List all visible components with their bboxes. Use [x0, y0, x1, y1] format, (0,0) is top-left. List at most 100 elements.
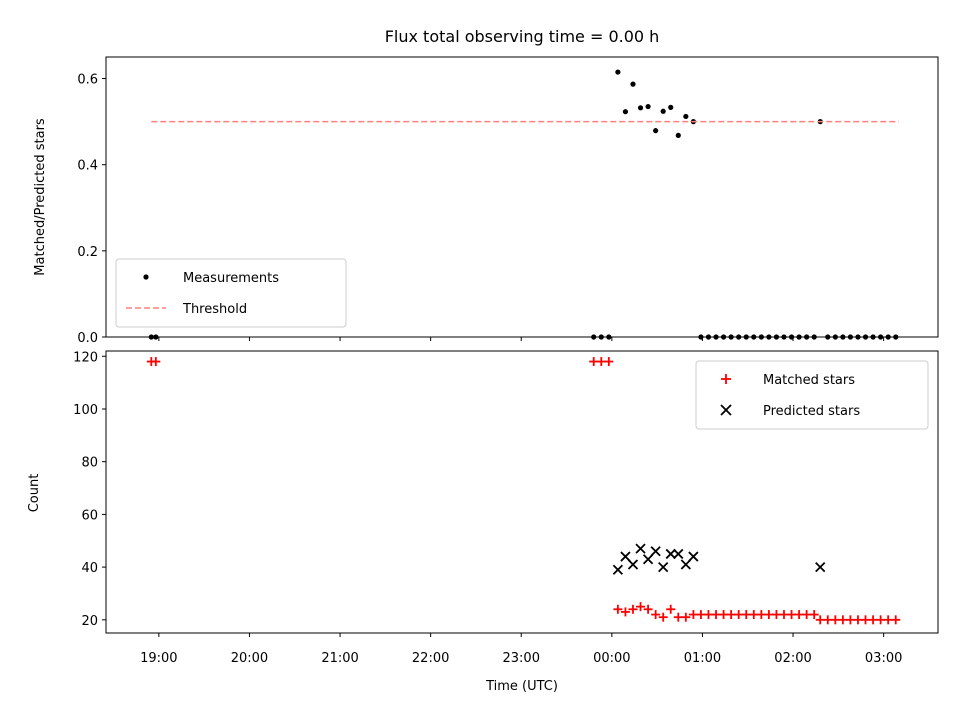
- x-tick-label: 01:00: [684, 651, 721, 666]
- measurement-point: [622, 109, 629, 115]
- matched-stars-marker: [876, 615, 886, 625]
- matched-stars-marker: [845, 615, 855, 625]
- predicted-stars-marker: [688, 551, 699, 562]
- x-tick-label: 02:00: [774, 651, 811, 666]
- matched-stars-marker: [830, 615, 840, 625]
- x-tick-label: 22:00: [412, 651, 449, 666]
- legend-x-icon: [720, 404, 732, 416]
- matched-stars-marker: [794, 610, 804, 620]
- matched-stars-marker: [620, 607, 630, 617]
- matched-stars-marker: [681, 612, 691, 622]
- matched-stars-marker: [151, 357, 161, 367]
- top-plot-area: 0.0 0.2 0.4 0.6 Measurements Threshold: [77, 56, 939, 346]
- matched-stars-marker: [771, 610, 781, 620]
- matched-stars-marker: [838, 615, 848, 625]
- chart-title: Flux total observing time = 0.00 h: [385, 27, 660, 46]
- matched-stars-marker: [636, 602, 646, 612]
- legend-plus-icon: [721, 374, 731, 384]
- matched-stars-marker: [787, 610, 797, 620]
- predicted-stars-marker: [680, 559, 691, 570]
- matched-stars-marker: [688, 610, 698, 620]
- predicted-stars-marker: [665, 548, 676, 560]
- predicted-stars-marker: [627, 559, 639, 570]
- matched-stars-marker: [666, 604, 676, 614]
- measurement-point: [645, 103, 651, 110]
- top-y-tick-label: 0.2: [77, 245, 98, 260]
- bottom-y-tick-label: 60: [81, 508, 98, 523]
- predicted-stars-marker: [815, 561, 826, 573]
- matched-stars-marker: [756, 610, 766, 620]
- matched-stars-marker: [613, 604, 623, 614]
- legend-label: Threshold: [182, 302, 247, 317]
- measurement-point: [683, 113, 689, 120]
- bottom-series-predicted-stars: [612, 543, 826, 575]
- x-tick-label: 19:00: [140, 651, 177, 666]
- matched-stars-marker: [719, 610, 729, 620]
- measurement-point: [630, 81, 636, 87]
- bottom-legend: Matched stars Predicted stars: [695, 360, 929, 430]
- matched-stars-marker: [861, 615, 871, 625]
- bottom-y-axis-label: Count: [27, 474, 42, 513]
- predicted-stars-marker: [620, 551, 631, 562]
- matched-stars-marker: [779, 610, 789, 620]
- top-legend: Measurements Threshold: [115, 258, 347, 328]
- matched-stars-marker: [809, 610, 819, 620]
- x-tick-label: 21:00: [321, 651, 358, 666]
- legend-dot-icon: [143, 274, 149, 280]
- measurement-point: [637, 105, 644, 111]
- matched-stars-marker: [628, 604, 638, 614]
- predicted-stars-marker: [635, 543, 646, 554]
- matched-stars-marker: [596, 357, 606, 367]
- legend-label: Predicted stars: [763, 404, 860, 419]
- predicted-stars-marker: [658, 561, 669, 573]
- matched-stars-marker: [815, 615, 825, 625]
- bottom-y-tick-label: 120: [73, 350, 98, 365]
- matched-stars-marker: [823, 615, 833, 625]
- matched-stars-marker: [853, 615, 863, 625]
- matched-stars-marker: [764, 610, 774, 620]
- bottom-y-tick-label: 80: [81, 456, 98, 471]
- matched-stars-marker: [891, 615, 901, 625]
- legend-label: Matched stars: [763, 373, 855, 388]
- x-tick-label: 03:00: [865, 651, 902, 666]
- top-y-tick-label: 0.6: [77, 73, 98, 88]
- matched-stars-marker: [643, 604, 653, 614]
- matched-stars-marker: [711, 610, 721, 620]
- predicted-stars-marker: [650, 546, 661, 557]
- top-axes-frame: [105, 56, 939, 338]
- matched-stars-marker: [673, 612, 683, 622]
- top-y-axis-label: Matched/Predicted stars: [33, 118, 48, 276]
- predicted-stars-marker: [673, 548, 684, 560]
- matched-stars-marker: [734, 610, 744, 620]
- matched-stars-marker: [802, 610, 812, 620]
- bottom-y-tick-label: 40: [81, 561, 98, 576]
- matched-stars-marker: [589, 357, 599, 367]
- top-y-tick-label: 0.4: [77, 159, 98, 174]
- measurement-point: [668, 104, 674, 110]
- bottom-y-tick-label: 20: [81, 614, 98, 629]
- matched-stars-marker: [868, 615, 878, 625]
- matched-stars-marker: [749, 610, 759, 620]
- x-axis-label: Time (UTC): [485, 679, 558, 694]
- matched-stars-marker: [651, 610, 661, 620]
- bottom-series-matched-stars: [146, 357, 901, 625]
- predicted-stars-marker: [642, 554, 654, 565]
- legend-label: Measurements: [183, 271, 279, 286]
- matched-stars-marker: [741, 610, 751, 620]
- top-y-tick-label: 0.0: [77, 331, 98, 346]
- bottom-y-tick-label: 100: [73, 403, 98, 418]
- x-tick-label: 23:00: [503, 651, 540, 666]
- measurement-point: [653, 128, 659, 134]
- matched-stars-marker: [604, 357, 614, 367]
- x-tick-label: 00:00: [593, 651, 630, 666]
- bottom-plot-area: 20 40 60 80 100 120 19:00 20:00 21:00 22:00 23:00 0…: [73, 350, 939, 666]
- x-tick-label: 20:00: [231, 651, 268, 666]
- measurement-point: [660, 108, 666, 114]
- matched-stars-marker: [726, 610, 736, 620]
- matched-stars-marker: [658, 612, 668, 622]
- matched-stars-marker: [696, 610, 706, 620]
- measurement-point: [675, 132, 681, 138]
- matched-stars-marker: [883, 615, 893, 625]
- bottom-axes-frame: [105, 350, 939, 634]
